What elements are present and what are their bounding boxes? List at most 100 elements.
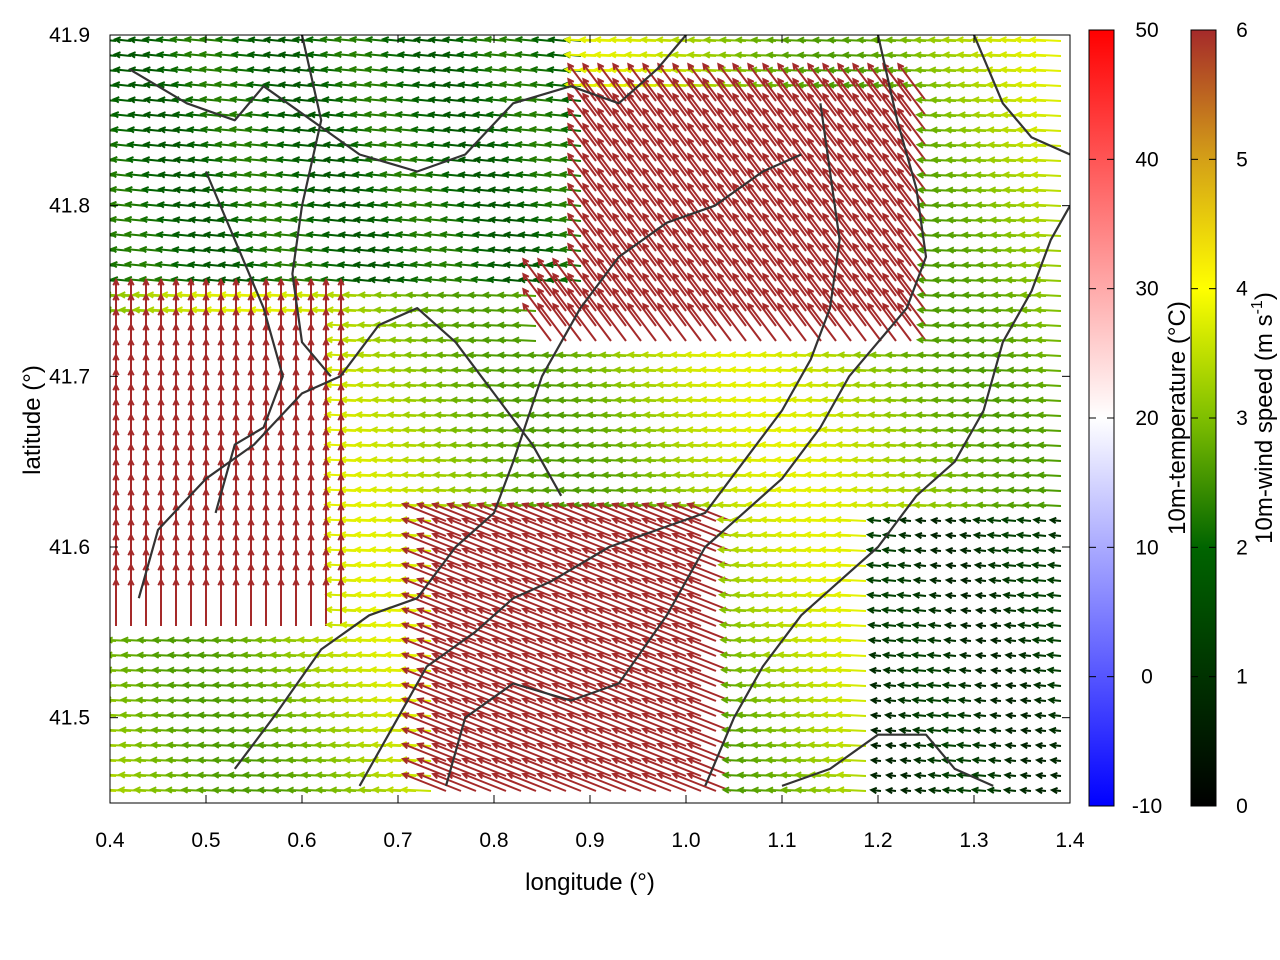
wind-vector [397, 36, 417, 44]
wind-vector [986, 531, 1002, 539]
wind-vector [702, 227, 732, 267]
temperature-colorbar-ticks: -10 0 10 20 30 40 50 [1089, 19, 1162, 818]
wind-vector [442, 96, 462, 104]
wind-vector [642, 77, 672, 117]
wind-vector [777, 257, 807, 297]
wind-vector [246, 51, 267, 59]
wind-vector [172, 156, 192, 164]
wind-vector [139, 245, 162, 254]
wind-vector [672, 212, 702, 252]
wind-vector [940, 726, 957, 734]
wind-vector [807, 242, 837, 282]
wind-vector [202, 261, 222, 269]
wind-vector [1004, 726, 1017, 735]
wind-vector [1034, 351, 1062, 359]
wind-vector [671, 622, 717, 642]
wind-vector [1004, 651, 1017, 660]
wind-vector [486, 276, 507, 284]
wind-vector [717, 152, 747, 192]
wind-vector [502, 201, 522, 209]
wind-vector [926, 756, 942, 764]
wind-vector [941, 696, 957, 704]
wind-vector [1034, 756, 1047, 765]
wind-vector [627, 182, 657, 222]
wind-vector [516, 216, 537, 224]
wind-vector [454, 245, 477, 254]
wind-vector [837, 287, 867, 327]
wind-vector [852, 287, 882, 327]
wind-vector [156, 216, 177, 224]
wind-vector [1028, 36, 1062, 44]
wind-vector [792, 107, 822, 147]
wind-vector [277, 577, 285, 626]
wind-vector [230, 51, 252, 59]
wind-vector [672, 167, 702, 207]
wind-vector [517, 231, 537, 239]
wind-vector [1015, 531, 1032, 539]
wind-vector [170, 261, 192, 269]
wind-vector [792, 212, 822, 252]
wind-vector [929, 516, 942, 525]
wind-vector [337, 231, 357, 239]
colorbar-tick-label: 2 [1236, 536, 1248, 559]
wind-vector [472, 156, 492, 164]
wind-vector [941, 681, 957, 689]
x-tick-label: 0.6 [287, 829, 316, 852]
wind-vector [230, 65, 252, 74]
wind-vector [974, 591, 987, 600]
wind-vector [897, 711, 912, 719]
wind-vector [1049, 771, 1062, 780]
wind-vector [502, 186, 522, 194]
wind-vector [672, 227, 702, 267]
wind-vector [1016, 516, 1032, 524]
wind-speed-colorbar: 0 1 2 3 4 5 6 10m-wind speed (m s-1) [1190, 19, 1278, 818]
wind-vector [881, 561, 897, 569]
wind-vector [865, 576, 882, 584]
wind-vector [882, 182, 912, 222]
wind-vector [597, 167, 627, 207]
wind-vector [289, 215, 312, 224]
wind-vector [336, 261, 357, 269]
wind-vector [671, 742, 717, 762]
wind-vector [777, 272, 807, 312]
wind-vector [217, 246, 237, 254]
wind-vector [671, 757, 717, 777]
wind-vector [559, 230, 582, 239]
wind-vector [321, 246, 342, 254]
wind-vector [1035, 366, 1062, 374]
wind-vector [627, 167, 657, 207]
wind-vector [717, 302, 747, 342]
wind-vector [837, 212, 867, 252]
wind-vector [1003, 771, 1017, 780]
wind-vector [558, 185, 582, 194]
wind-vector [472, 201, 492, 209]
wind-vector [777, 212, 807, 252]
wind-vector [973, 546, 987, 555]
wind-vector [777, 197, 807, 237]
wind-vector [822, 182, 852, 222]
wind-vector [974, 666, 987, 675]
wind-vector [852, 302, 882, 342]
wind-vector [412, 36, 432, 44]
wind-vector [911, 696, 927, 704]
wind-vector [672, 92, 702, 132]
wind-vector [882, 272, 912, 312]
wind-vector [899, 786, 912, 795]
wind-vector [627, 212, 657, 252]
wind-vector [567, 167, 597, 207]
wind-vector [157, 126, 177, 134]
wind-vector [322, 141, 342, 149]
wind-vector [702, 302, 732, 342]
wind-vector [337, 201, 357, 209]
wind-vector [884, 726, 897, 735]
wind-vector [852, 212, 882, 252]
wind-vector [1004, 666, 1017, 675]
wind-vector [612, 242, 642, 282]
wind-vector [866, 606, 882, 614]
wind-vector [157, 141, 177, 149]
wind-vector [1019, 711, 1032, 720]
wind-vector [867, 302, 897, 342]
wind-vector [1047, 711, 1062, 719]
wind-vector [865, 531, 882, 539]
wind-vector [1000, 531, 1017, 539]
